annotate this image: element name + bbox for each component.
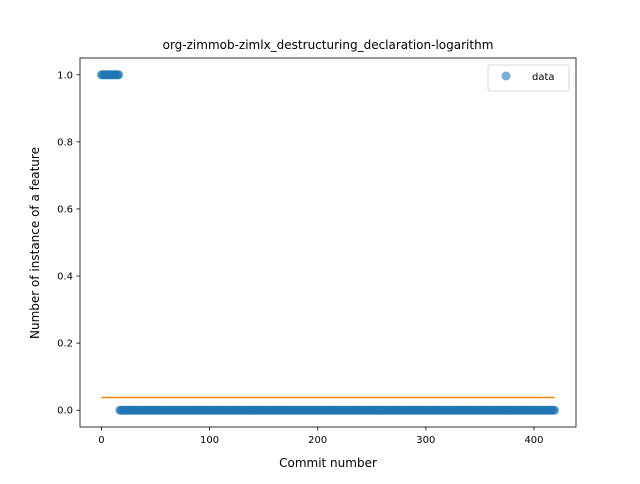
x-axis-label: Commit number — [279, 456, 377, 470]
x-tick-label: 100 — [200, 435, 219, 446]
data-point — [114, 70, 124, 80]
y-tick-label: 0.2 — [57, 339, 73, 350]
x-tick-label: 300 — [416, 435, 435, 446]
y-tick-label: 0.0 — [57, 406, 73, 417]
legend-box — [487, 64, 570, 92]
chart-title: org-zimmob-zimlx_destructuring_declarati… — [163, 38, 494, 52]
y-axis-label: Number of instance of a feature — [28, 147, 42, 339]
y-tick-label: 1.0 — [57, 70, 73, 81]
y-axis: 0.0 0.2 0.4 0.6 0.8 1.0 — [57, 70, 80, 417]
legend-marker-data — [501, 71, 511, 81]
y-tick-label: 0.8 — [57, 137, 73, 148]
legend-label-data: data — [532, 72, 555, 83]
y-tick-label: 0.4 — [57, 272, 73, 283]
y-tick-label: 0.6 — [57, 204, 73, 215]
x-tick-label: 200 — [308, 435, 327, 446]
plot-frame — [79, 57, 577, 428]
plot-marks — [96, 70, 560, 415]
data-point — [550, 405, 560, 415]
x-tick-label: 0 — [98, 435, 104, 446]
x-axis: 0 100 200 300 400 — [98, 427, 544, 446]
legend: data — [487, 64, 570, 92]
x-tick-label: 400 — [524, 435, 543, 446]
